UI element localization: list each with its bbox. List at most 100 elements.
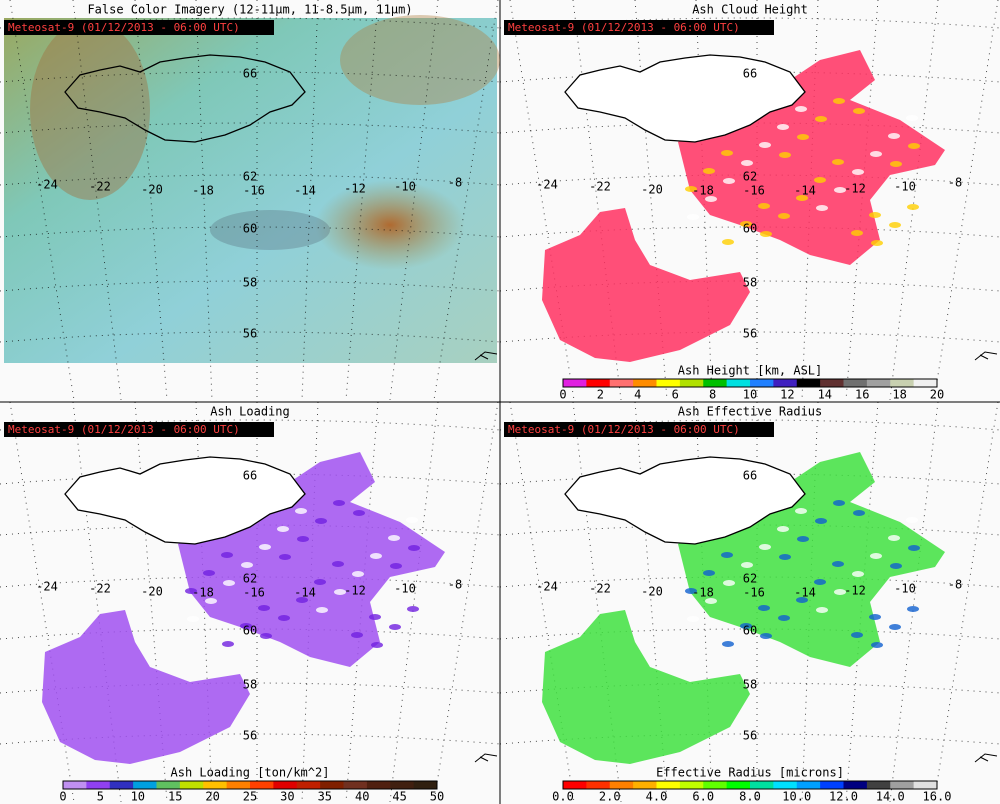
latitude-label: 62 — [243, 170, 257, 184]
ash-detail — [241, 562, 253, 568]
ash-detail — [721, 552, 733, 558]
ash-detail — [816, 607, 828, 613]
ash-detail — [332, 561, 344, 567]
colorbar-segment — [679, 781, 704, 789]
ash-detail — [258, 605, 270, 611]
ash-detail — [852, 169, 864, 175]
colorbar-tick-label: 0 — [559, 388, 566, 402]
ash-detail — [685, 186, 697, 192]
ash-detail — [723, 580, 735, 586]
panel: Ash Effective Radius Meteosat-9 (01/12/20… — [499, 401, 1000, 804]
ash-detail — [723, 178, 735, 184]
ash-detail — [777, 526, 789, 532]
ash-detail — [296, 597, 308, 603]
ash-detail — [853, 108, 865, 114]
longitude-label: -12 — [844, 182, 866, 196]
colorbar-segment — [273, 781, 298, 789]
ash-detail — [834, 187, 846, 193]
latitude-label: 58 — [243, 678, 257, 692]
colorbar-segment — [179, 781, 204, 789]
longitude-label: -10 — [894, 180, 916, 194]
ash-detail — [316, 607, 328, 613]
ash-detail — [351, 632, 363, 638]
colorbar-segment — [366, 781, 391, 789]
colorbar-segment — [109, 781, 134, 789]
colorbar-segment — [633, 781, 657, 789]
coastline — [64, 456, 306, 545]
colorbar-tick-label: 35 — [318, 790, 332, 804]
longitude-label: -22 — [589, 582, 611, 596]
ash-detail — [890, 161, 902, 167]
ash-detail — [889, 222, 901, 228]
colorbar-segment — [656, 379, 681, 387]
latitude-label: 58 — [743, 678, 757, 692]
colorbar-tick-label: 45 — [392, 790, 406, 804]
ash-detail — [759, 142, 771, 148]
longitude-label: -12 — [344, 182, 366, 196]
meridian — [134, 0, 168, 401]
colorbar-tick-label: 0 — [59, 790, 66, 804]
colorbar-segment — [609, 379, 634, 387]
colorbar-frame — [62, 780, 438, 790]
ash-detail — [703, 570, 715, 576]
colorbar-segment — [866, 379, 891, 387]
longitude-label: -8 — [948, 176, 962, 190]
longitude-label: -24 — [536, 178, 558, 192]
ash-detail — [888, 535, 900, 541]
ash-detail — [369, 614, 381, 620]
ash-detail — [334, 589, 346, 595]
meridian — [134, 401, 168, 803]
colorbar-segment — [726, 781, 751, 789]
colorbar-segment — [656, 781, 681, 789]
colorbar-segment — [750, 781, 774, 789]
ash-detail — [203, 570, 215, 576]
cloud — [340, 15, 500, 105]
ash-detail — [371, 642, 383, 648]
coastline — [474, 351, 498, 361]
colorbar-segment — [343, 781, 368, 789]
colorbar-segment — [250, 781, 274, 789]
longitude-label: -20 — [141, 183, 163, 197]
meridian — [195, 0, 213, 401]
colorbar-segment — [133, 781, 157, 789]
colorbar-segment — [586, 781, 611, 789]
colorbar-segment — [796, 379, 821, 387]
ash-detail — [795, 508, 807, 514]
ash-detail — [295, 508, 307, 514]
latitude-label: 60 — [243, 222, 257, 236]
ash-detail — [389, 624, 401, 630]
ash-detail — [740, 221, 752, 227]
ash-detail — [851, 632, 863, 638]
ash-detail — [832, 561, 844, 567]
ash-detail — [279, 554, 291, 560]
ash-detail — [721, 150, 733, 156]
longitude-label: -16 — [243, 184, 265, 198]
ash-detail — [795, 106, 807, 112]
longitude-label: -8 — [948, 578, 962, 592]
latitude-label: 60 — [243, 624, 257, 638]
ash-detail — [906, 115, 918, 121]
ash-detail — [890, 563, 902, 569]
coastline — [564, 54, 806, 143]
ash-detail — [869, 614, 881, 620]
ash-detail — [352, 571, 364, 577]
longitude-label: -10 — [394, 180, 416, 194]
colorbar-label: Effective Radius [microns] — [656, 766, 844, 780]
colorbar-tick-label: 40 — [355, 790, 369, 804]
ash-region — [542, 208, 750, 362]
latitude-label: 56 — [743, 729, 757, 743]
colorbar-segment — [679, 379, 704, 387]
satellite-label: Meteosat-9 (01/12/2013 - 06:00 UTC) — [508, 21, 740, 34]
colorbar-tick-label: 20 — [930, 388, 944, 402]
colorbar-segment — [203, 781, 228, 789]
colorbar-segment — [866, 781, 891, 789]
colorbar-tick-label: 15 — [168, 790, 182, 804]
colorbar-segment — [703, 379, 728, 387]
colorbar-segment — [726, 379, 751, 387]
latitude-label: 66 — [743, 469, 757, 483]
longitude-label: -20 — [141, 585, 163, 599]
colorbar-segment — [820, 379, 844, 387]
longitude-label: -14 — [294, 586, 316, 600]
satellite-label: Meteosat-9 (01/12/2013 - 06:00 UTC) — [508, 423, 740, 436]
ash-detail — [259, 544, 271, 550]
